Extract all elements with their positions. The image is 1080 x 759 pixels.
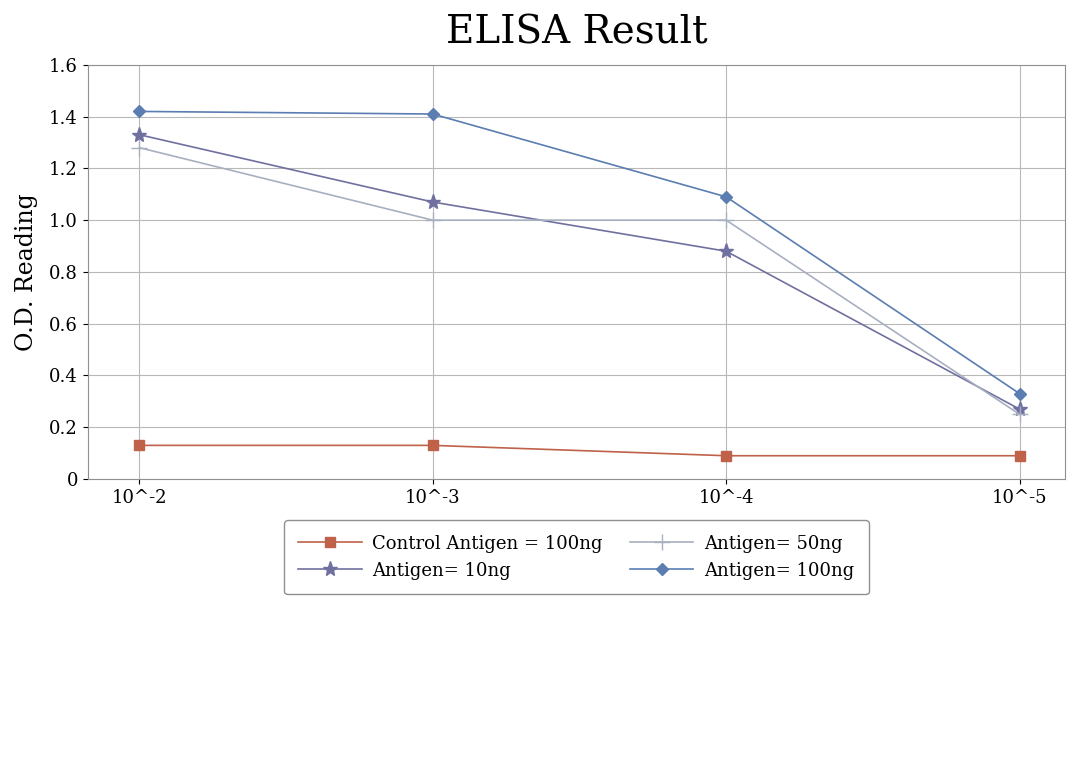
Antigen= 10ng <box>719 247 732 256</box>
Control Antigen = 100ng <box>427 441 440 450</box>
Antigen= 100ng <box>133 107 146 116</box>
Antigen= 50ng <box>427 216 440 225</box>
Antigen= 100ng <box>427 109 440 118</box>
Antigen= 50ng <box>1013 410 1026 419</box>
Antigen= 10ng <box>133 131 146 140</box>
Y-axis label: O.D. Reading: O.D. Reading <box>15 193 38 351</box>
Antigen= 50ng <box>719 216 732 225</box>
Antigen= 10ng <box>1013 405 1026 414</box>
Antigen= 10ng <box>427 197 440 206</box>
Antigen= 50ng <box>133 143 146 153</box>
Control Antigen = 100ng <box>1013 451 1026 460</box>
X-axis label: Serial Dilutions  of Antibody: Serial Dilutions of Antibody <box>407 521 745 543</box>
Legend: Control Antigen = 100ng, Antigen= 10ng, Antigen= 50ng, Antigen= 100ng: Control Antigen = 100ng, Antigen= 10ng, … <box>284 521 868 594</box>
Control Antigen = 100ng <box>719 451 732 460</box>
Line: Antigen= 100ng: Antigen= 100ng <box>135 107 1024 398</box>
Title: ELISA Result: ELISA Result <box>446 15 707 52</box>
Antigen= 100ng <box>719 192 732 201</box>
Control Antigen = 100ng <box>133 441 146 450</box>
Line: Antigen= 10ng: Antigen= 10ng <box>132 127 1027 417</box>
Line: Antigen= 50ng: Antigen= 50ng <box>132 140 1027 422</box>
Antigen= 100ng <box>1013 389 1026 398</box>
Line: Control Antigen = 100ng: Control Antigen = 100ng <box>135 440 1025 461</box>
